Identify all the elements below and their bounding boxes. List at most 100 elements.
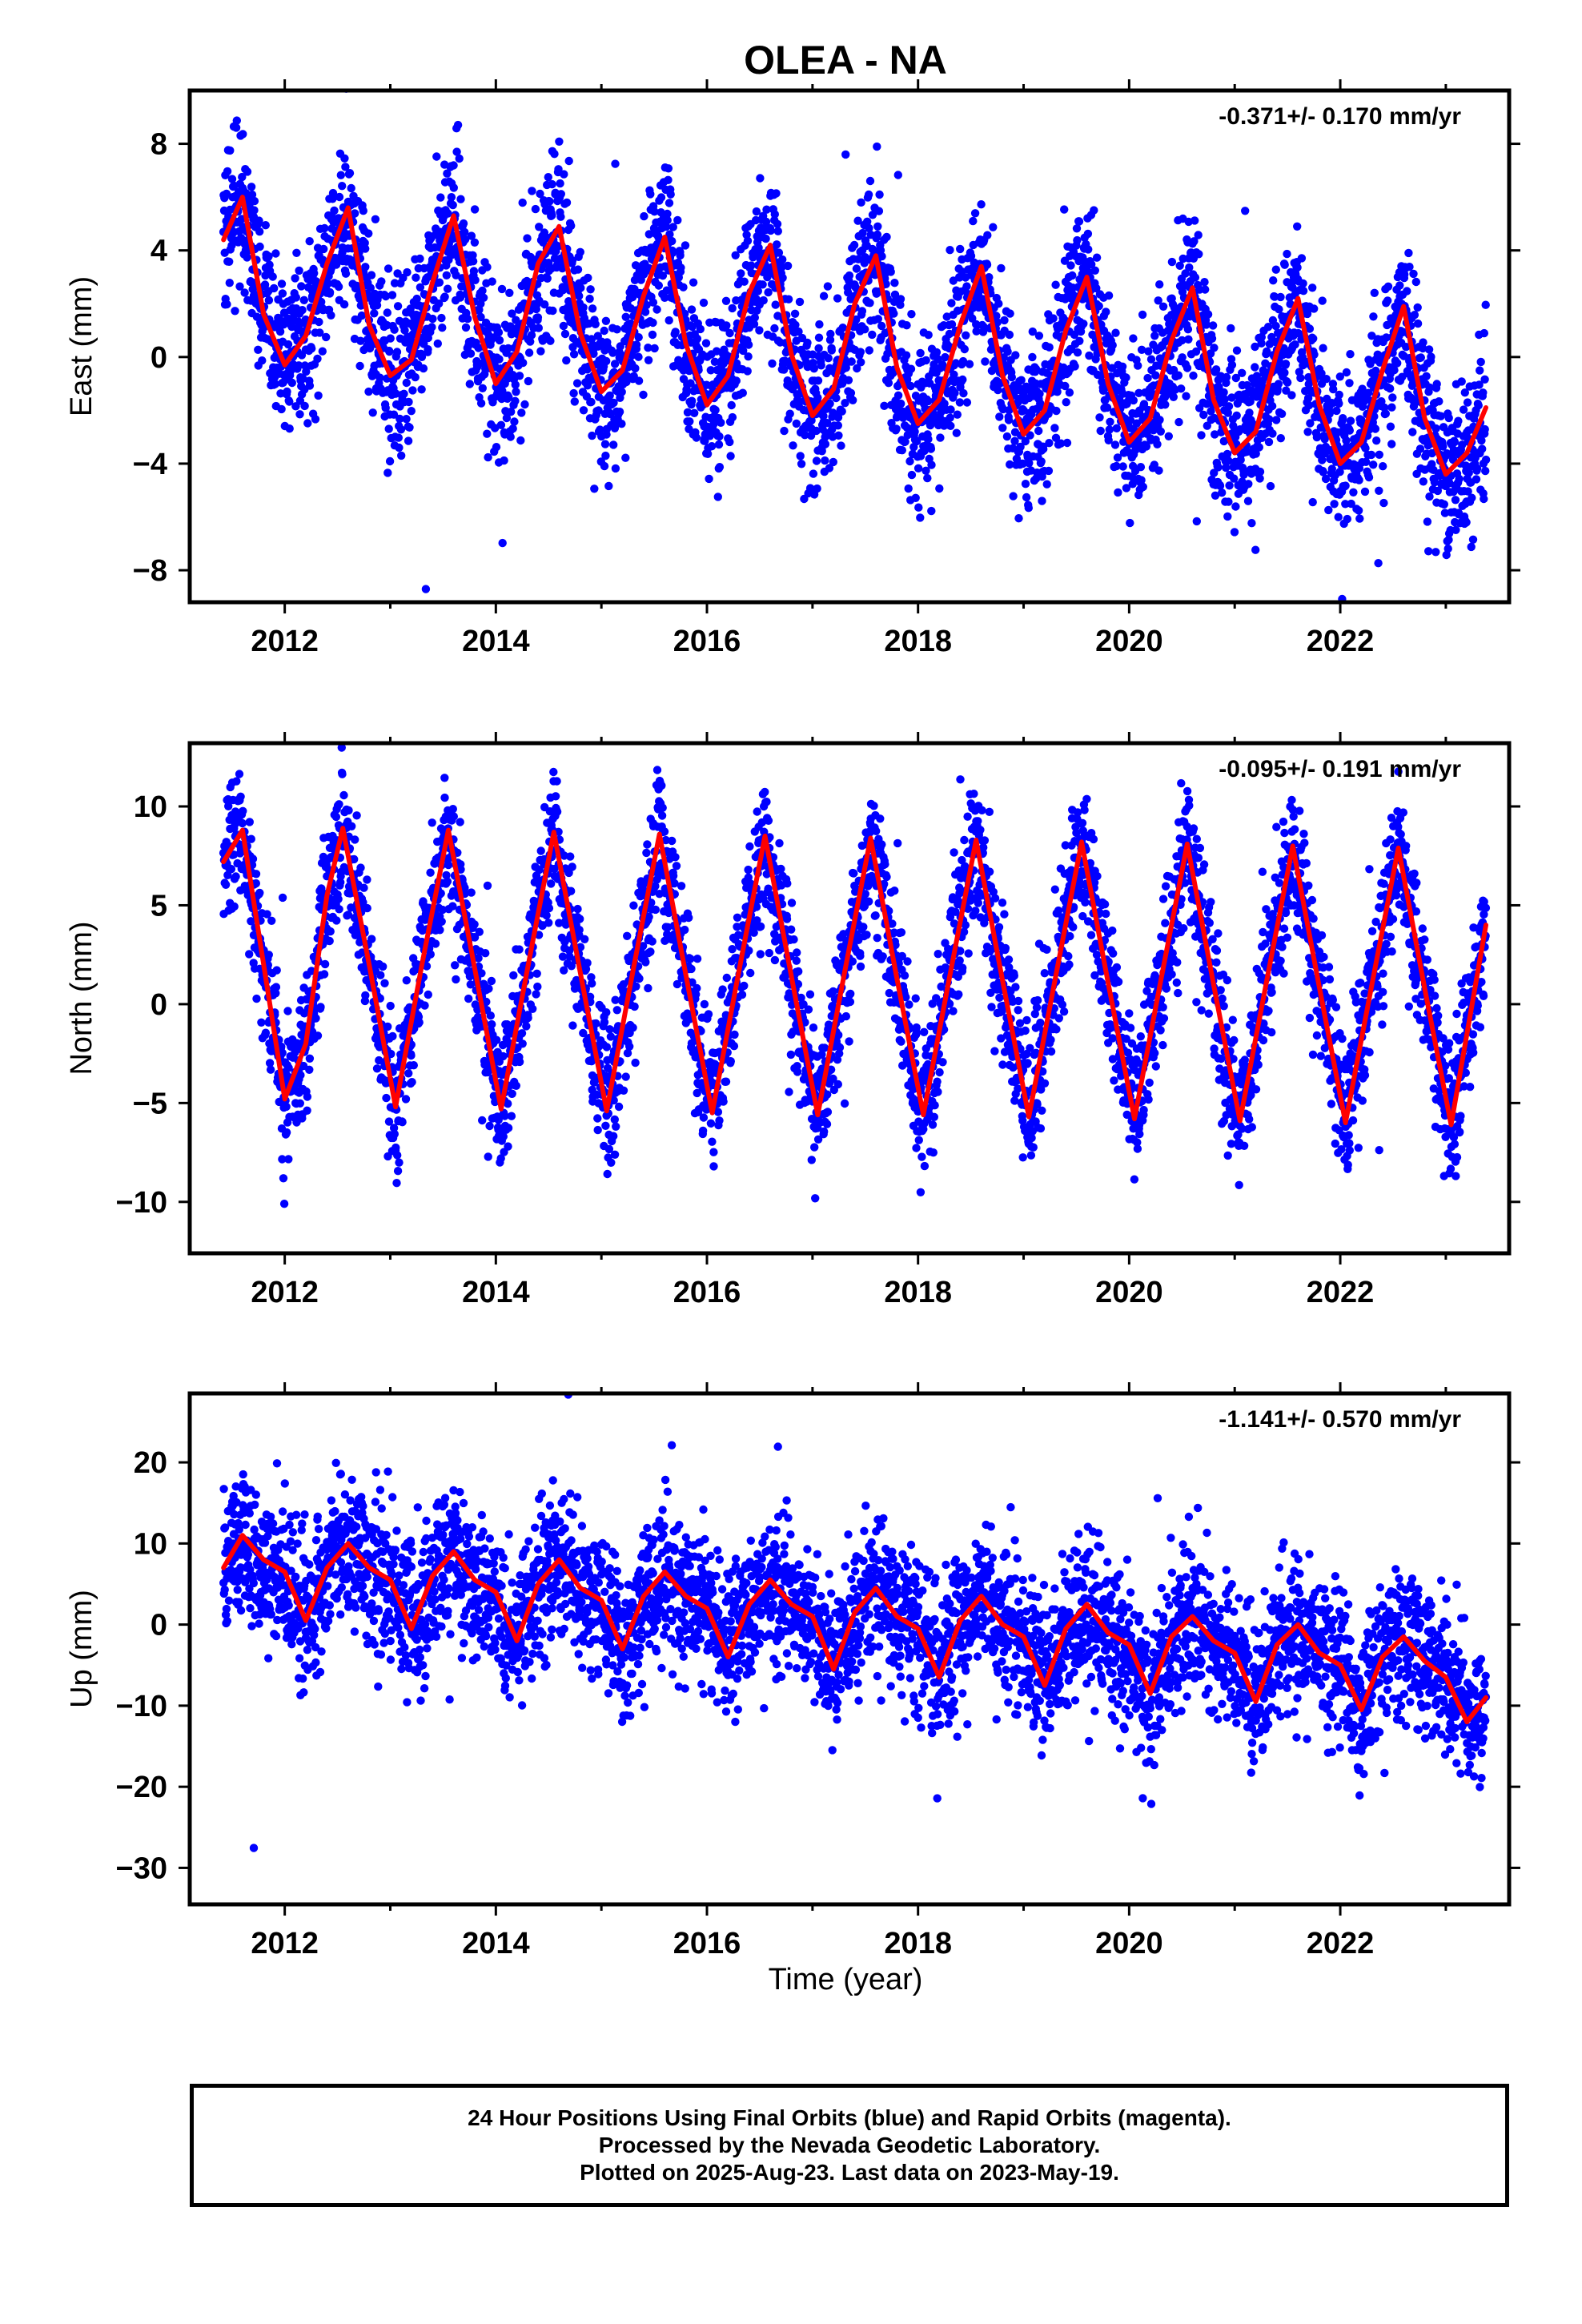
position-point — [714, 440, 724, 449]
position-point — [1220, 395, 1229, 404]
position-point — [997, 263, 1006, 273]
position-point — [319, 970, 329, 979]
position-point — [1341, 500, 1350, 509]
position-point — [1104, 436, 1113, 444]
position-point — [417, 352, 427, 361]
position-point — [1271, 265, 1281, 274]
position-point — [1454, 416, 1463, 425]
position-point — [336, 171, 345, 179]
position-point — [1395, 281, 1404, 290]
position-point — [1004, 416, 1014, 424]
position-point — [780, 426, 789, 436]
position-point — [440, 774, 449, 782]
position-point — [755, 326, 764, 335]
position-point — [965, 360, 974, 368]
position-point — [1243, 497, 1253, 505]
position-point — [1405, 263, 1414, 271]
position-point — [773, 219, 782, 228]
position-point — [1017, 376, 1026, 384]
position-point — [884, 379, 893, 388]
position-point — [1018, 459, 1027, 468]
position-point — [601, 451, 610, 460]
position-point — [1155, 280, 1164, 289]
position-point — [856, 348, 865, 356]
position-point — [814, 333, 824, 342]
position-point — [295, 1099, 304, 1108]
position-point — [1408, 428, 1417, 436]
y-tick-label: 4 — [151, 235, 167, 268]
position-point — [339, 790, 348, 800]
position-point — [1051, 433, 1061, 442]
position-point — [1246, 397, 1255, 406]
position-point — [1330, 500, 1339, 509]
position-point — [1155, 416, 1164, 424]
position-point — [1478, 444, 1487, 453]
position-point — [1230, 528, 1239, 537]
position-point — [743, 367, 752, 376]
position-point — [1364, 388, 1373, 397]
position-point — [833, 294, 842, 303]
position-point — [408, 1078, 416, 1087]
position-point — [393, 1151, 402, 1160]
position-point — [231, 307, 239, 316]
position-point — [772, 189, 781, 198]
position-point — [389, 410, 399, 419]
position-point — [652, 305, 661, 314]
position-point — [744, 352, 753, 361]
position-point — [770, 324, 779, 333]
position-point — [334, 895, 343, 904]
position-point — [743, 236, 753, 245]
position-point — [247, 190, 257, 199]
position-point — [1068, 271, 1077, 280]
position-point — [905, 456, 914, 466]
position-point — [981, 357, 990, 366]
position-point — [706, 366, 715, 375]
position-point — [1286, 300, 1295, 308]
position-point — [1134, 361, 1142, 370]
position-point — [732, 376, 741, 385]
position-point — [1255, 467, 1265, 476]
position-point — [875, 190, 884, 199]
position-point — [868, 330, 877, 340]
position-point — [456, 293, 465, 302]
position-point — [1387, 403, 1396, 412]
position-point — [1329, 384, 1338, 394]
position-point — [1459, 405, 1468, 414]
position-point — [336, 878, 345, 887]
position-point — [338, 770, 347, 778]
position-point — [622, 377, 631, 387]
position-point — [665, 230, 674, 239]
position-point — [230, 902, 239, 911]
position-point — [391, 1143, 400, 1152]
position-point — [424, 345, 432, 354]
position-point — [683, 408, 693, 417]
position-point — [1345, 426, 1355, 435]
x-tick-label: 2014 — [462, 625, 530, 658]
position-point — [1433, 486, 1443, 496]
position-point — [1090, 206, 1098, 215]
position-point — [1267, 401, 1277, 411]
position-point — [495, 355, 504, 364]
position-point — [282, 1102, 291, 1112]
position-point — [1211, 430, 1219, 439]
position-point — [326, 927, 335, 936]
position-point — [650, 344, 659, 353]
position-point — [400, 389, 408, 398]
position-point — [1342, 436, 1351, 445]
position-point — [993, 318, 1002, 327]
position-point — [640, 308, 650, 316]
position-point — [1452, 525, 1460, 534]
position-point — [260, 280, 270, 289]
position-point — [1137, 345, 1146, 354]
position-point — [1354, 506, 1363, 515]
position-point — [640, 211, 648, 221]
position-point — [1463, 398, 1472, 407]
position-point — [687, 305, 697, 314]
position-point — [962, 331, 970, 340]
position-point — [303, 1092, 312, 1101]
position-point — [1440, 509, 1450, 517]
position-point — [1189, 371, 1198, 380]
position-point — [685, 366, 693, 376]
position-point — [947, 299, 956, 308]
position-point — [589, 349, 598, 358]
